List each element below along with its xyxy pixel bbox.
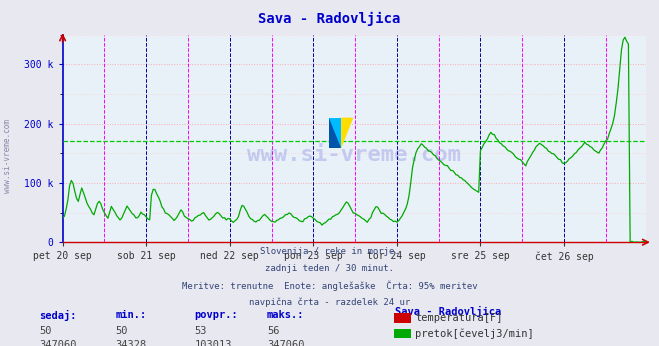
Text: www.si-vreme.com: www.si-vreme.com [3, 119, 13, 193]
Text: povpr.:: povpr.: [194, 310, 238, 320]
Polygon shape [329, 118, 341, 148]
Polygon shape [341, 118, 353, 148]
Text: www.si-vreme.com: www.si-vreme.com [247, 145, 461, 165]
Text: 103013: 103013 [194, 340, 232, 346]
Text: temperatura[F]: temperatura[F] [415, 313, 503, 323]
Text: 50: 50 [115, 326, 128, 336]
Text: Slovenija / reke in morje.: Slovenija / reke in morje. [260, 247, 399, 256]
Text: zadnji teden / 30 minut.: zadnji teden / 30 minut. [265, 264, 394, 273]
Text: pretok[čevelj3/min]: pretok[čevelj3/min] [415, 329, 534, 339]
Text: navpična črta - razdelek 24 ur: navpična črta - razdelek 24 ur [249, 297, 410, 307]
Text: 50: 50 [40, 326, 52, 336]
Text: Sava - Radovljica: Sava - Radovljica [395, 306, 501, 317]
Text: 56: 56 [267, 326, 279, 336]
Text: min.:: min.: [115, 310, 146, 320]
Text: 53: 53 [194, 326, 207, 336]
Text: Sava - Radovljica: Sava - Radovljica [258, 12, 401, 26]
Text: 347060: 347060 [40, 340, 77, 346]
Text: 34328: 34328 [115, 340, 146, 346]
Text: sedaj:: sedaj: [40, 310, 77, 321]
Text: maks.:: maks.: [267, 310, 304, 320]
Text: 347060: 347060 [267, 340, 304, 346]
Text: Meritve: trenutne  Enote: anglešaške  Črta: 95% meritev: Meritve: trenutne Enote: anglešaške Črta… [182, 281, 477, 291]
Bar [329, 118, 341, 148]
